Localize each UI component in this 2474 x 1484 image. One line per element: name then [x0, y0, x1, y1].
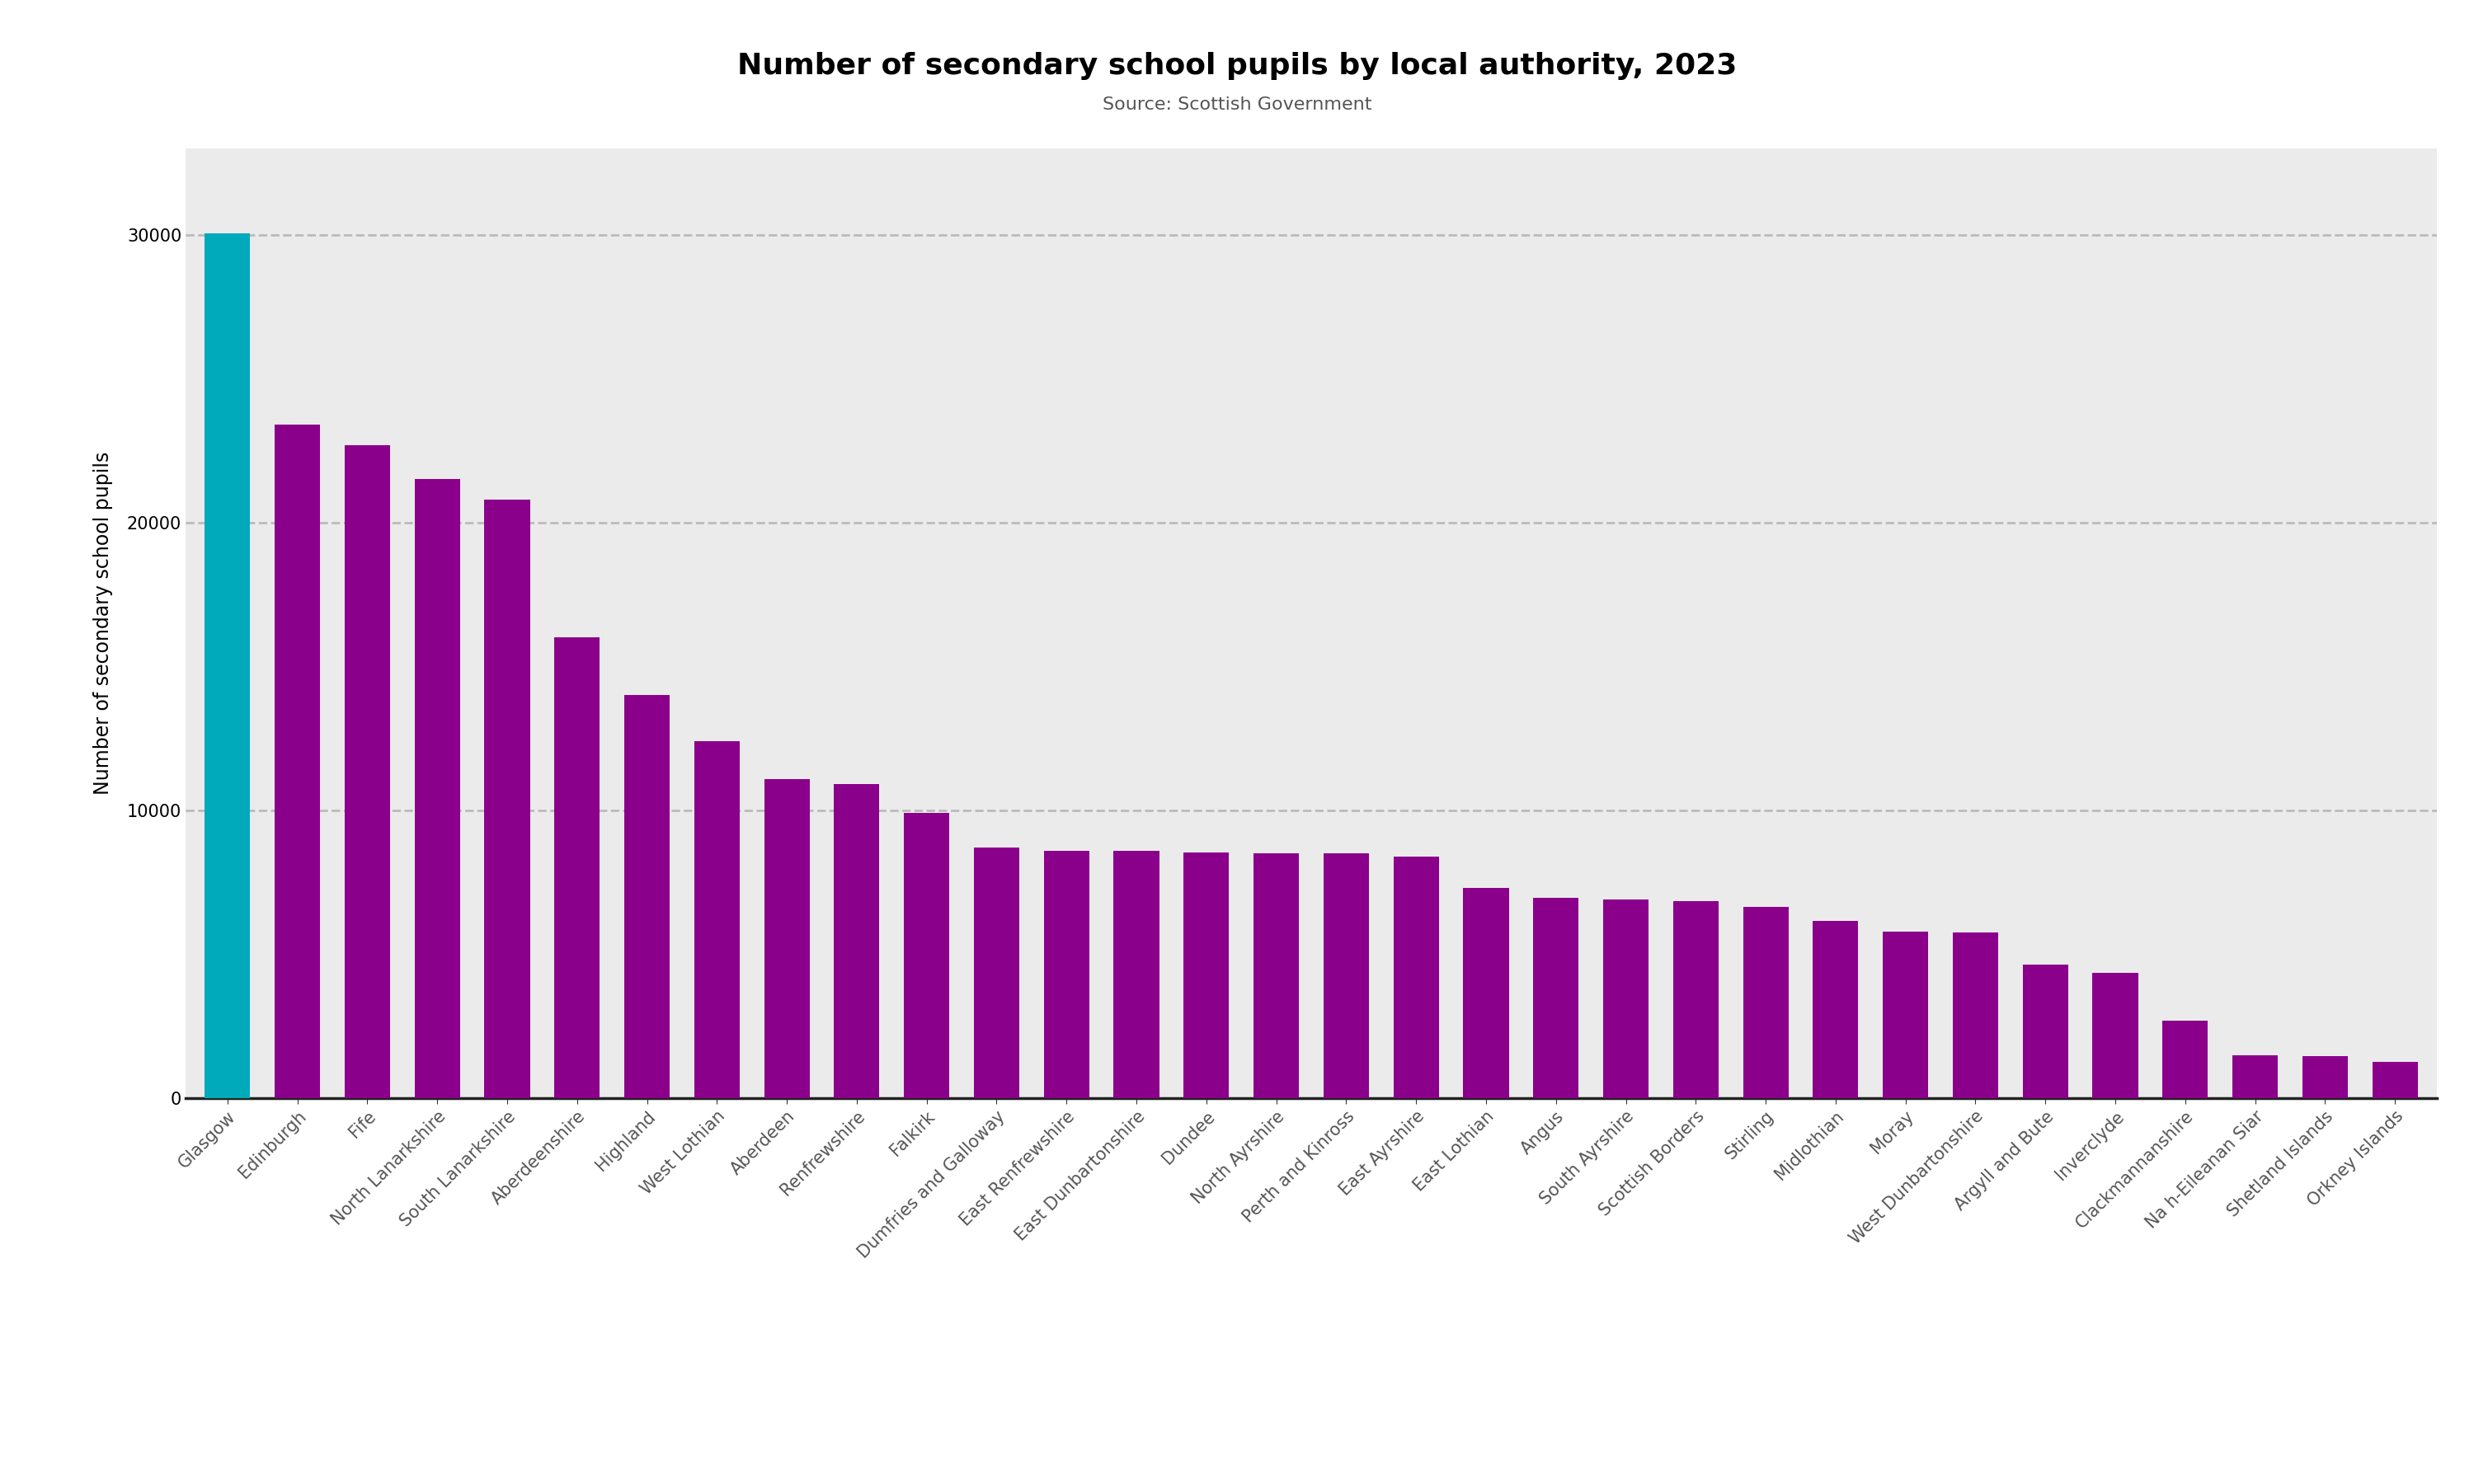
- Bar: [2093, 974, 2138, 1098]
- Bar: [623, 695, 670, 1098]
- Y-axis label: Number of secondary school pupils: Number of secondary school pupils: [94, 451, 114, 795]
- Bar: [1813, 922, 1858, 1098]
- Bar: [1324, 853, 1368, 1098]
- Bar: [1534, 898, 1578, 1098]
- Bar: [1254, 853, 1299, 1098]
- Bar: [2162, 1021, 2207, 1098]
- Bar: [344, 445, 391, 1098]
- Bar: [2232, 1055, 2279, 1098]
- Bar: [1044, 850, 1089, 1098]
- Bar: [764, 779, 809, 1098]
- Bar: [1672, 901, 1719, 1098]
- Bar: [1603, 899, 1648, 1098]
- Bar: [1744, 907, 1789, 1098]
- Bar: [485, 500, 529, 1098]
- Bar: [1952, 932, 1999, 1098]
- Bar: [2303, 1057, 2348, 1098]
- Bar: [416, 479, 460, 1098]
- Bar: [1462, 887, 1509, 1098]
- Bar: [834, 785, 878, 1098]
- Bar: [1883, 932, 1927, 1098]
- Bar: [275, 424, 319, 1098]
- Bar: [695, 742, 740, 1098]
- Bar: [554, 638, 599, 1098]
- Bar: [1393, 856, 1440, 1098]
- Bar: [2373, 1063, 2417, 1098]
- Text: Number of secondary school pupils by local authority, 2023: Number of secondary school pupils by loc…: [737, 52, 1737, 80]
- Bar: [205, 233, 250, 1098]
- Bar: [903, 813, 950, 1098]
- Bar: [1113, 850, 1160, 1098]
- Bar: [2024, 965, 2068, 1098]
- Bar: [1183, 852, 1230, 1098]
- Text: Source: Scottish Government: Source: Scottish Government: [1103, 96, 1371, 113]
- Bar: [975, 847, 1019, 1098]
